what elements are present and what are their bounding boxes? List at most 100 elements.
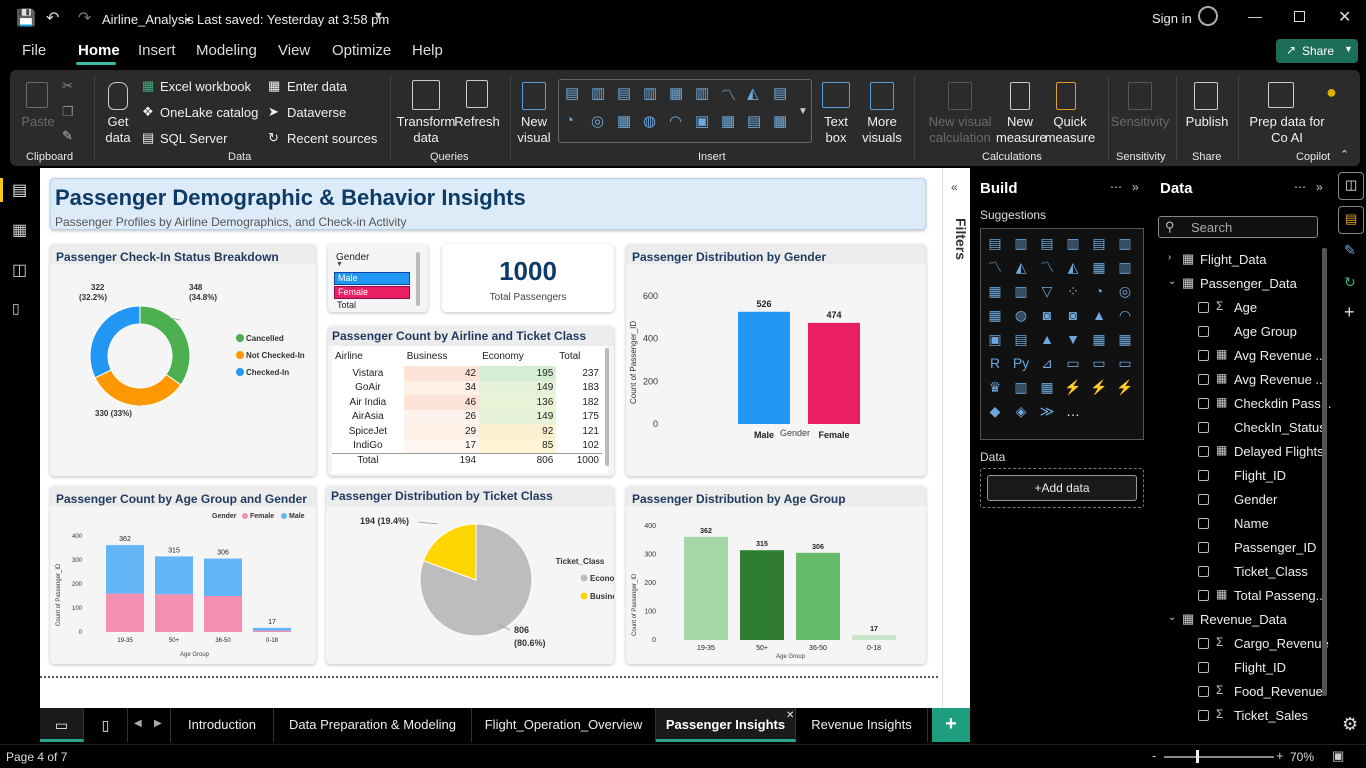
- field-item[interactable]: ▦ Total Passeng...: [1150, 584, 1336, 608]
- build-visual-icon[interactable]: ▤: [1040, 235, 1054, 251]
- gallery-visual-icon[interactable]: ◠: [669, 113, 683, 130]
- maximize-icon[interactable]: [1294, 11, 1305, 22]
- build-visual-icon[interactable]: 〽: [988, 259, 1002, 275]
- publish-button[interactable]: Publish: [1185, 114, 1229, 129]
- field-checkbox[interactable]: [1198, 638, 1209, 649]
- checkin-status-card[interactable]: Passenger Check-In Status Breakdown 322 …: [50, 244, 316, 476]
- build-visual-icon[interactable]: ▤: [1092, 235, 1106, 251]
- gallery-visual-icon[interactable]: ▦: [617, 113, 632, 130]
- gallery-visual-icon[interactable]: ▥: [643, 85, 658, 102]
- tab-introduction[interactable]: Introduction: [170, 708, 274, 742]
- new-visual-button[interactable]: New visual: [517, 114, 551, 145]
- build-visual-icon[interactable]: ▥: [1014, 283, 1028, 299]
- share-button[interactable]: ↗ Share ▼: [1276, 39, 1358, 63]
- dataverse-button[interactable]: Dataverse: [287, 105, 347, 120]
- prep-data-button[interactable]: Prep data for Co AI: [1249, 114, 1325, 145]
- copilot-icon[interactable]: ●: [1326, 82, 1337, 102]
- field-checkbox[interactable]: [1198, 494, 1209, 505]
- get-data-button[interactable]: Get data: [105, 114, 131, 145]
- menu-optimize[interactable]: Optimize: [332, 42, 392, 59]
- menu-view[interactable]: View: [278, 42, 311, 59]
- paste-button[interactable]: Paste: [21, 114, 55, 129]
- gallery-visual-icon[interactable]: ▦: [721, 113, 736, 130]
- build-visual-icon[interactable]: ◎: [1118, 283, 1132, 299]
- build-visual-icon[interactable]: …: [1066, 403, 1080, 419]
- onelake-catalog-button[interactable]: OneLake catalog: [160, 105, 259, 120]
- minimize-icon[interactable]: —: [1248, 8, 1262, 24]
- field-checkbox[interactable]: [1198, 446, 1209, 457]
- document-title[interactable]: Airline_Analysis: [102, 12, 194, 27]
- field-checkbox[interactable]: [1198, 686, 1209, 697]
- gallery-visual-icon[interactable]: ▦: [773, 113, 788, 130]
- build-visual-icon[interactable]: ♛: [988, 379, 1002, 395]
- build-collapse-icon[interactable]: »: [1132, 180, 1139, 194]
- redo-icon[interactable]: ↷: [78, 10, 92, 27]
- build-visual-icon[interactable]: ▦: [1118, 331, 1132, 347]
- menu-home[interactable]: Home: [78, 42, 120, 59]
- dax-query-view-icon[interactable]: ▯: [12, 300, 20, 316]
- field-checkbox[interactable]: [1198, 326, 1209, 337]
- field-item[interactable]: Σ Cargo_Revenue: [1150, 632, 1336, 656]
- build-visual-icon[interactable]: ⚡: [1064, 379, 1082, 395]
- field-checkbox[interactable]: [1198, 350, 1209, 361]
- field-item[interactable]: Flight_ID: [1150, 656, 1336, 680]
- gallery-visual-icon[interactable]: ▣: [695, 113, 710, 130]
- build-visual-icon[interactable]: ▣: [988, 331, 1002, 347]
- field-checkbox[interactable]: [1198, 710, 1209, 721]
- save-icon[interactable]: 💾: [16, 10, 36, 27]
- build-visual-icon[interactable]: ◈: [1015, 403, 1027, 419]
- slicer-item-female[interactable]: Female: [334, 286, 410, 299]
- build-visual-icon[interactable]: Py: [1012, 355, 1030, 371]
- field-checkbox[interactable]: [1198, 422, 1209, 433]
- field-checkbox[interactable]: [1198, 470, 1209, 481]
- build-visual-icon[interactable]: ◆: [989, 403, 1001, 419]
- matrix-header[interactable]: Airline: [335, 350, 363, 362]
- prev-page-icon[interactable]: ◀: [134, 718, 142, 729]
- field-checkbox[interactable]: [1198, 566, 1209, 577]
- gallery-visual-icon[interactable]: ▤: [617, 85, 632, 102]
- field-item[interactable]: Ticket_Class: [1150, 560, 1336, 584]
- table-flight-data[interactable]: › ▦ Flight_Data: [1150, 248, 1336, 272]
- build-visual-icon[interactable]: ◠: [1118, 307, 1132, 323]
- report-header[interactable]: Passenger Demographic & Behavior Insight…: [50, 178, 926, 230]
- field-item[interactable]: Σ Age: [1150, 296, 1336, 320]
- gallery-visual-icon[interactable]: ▤: [773, 85, 788, 102]
- menu-help[interactable]: Help: [412, 42, 443, 59]
- field-item[interactable]: Age Group: [1150, 320, 1336, 344]
- mobile-layout-tab[interactable]: ▯: [84, 708, 128, 742]
- tab-flight-operation[interactable]: Flight_Operation_Overview: [472, 708, 656, 742]
- table-revenue-data[interactable]: ⌄ ▦ Revenue_Data: [1150, 608, 1336, 632]
- build-visual-icon[interactable]: ▥: [1014, 235, 1028, 251]
- title-dropdown-icon[interactable]: ▼: [373, 10, 384, 22]
- format-icon[interactable]: ✎: [1344, 242, 1356, 258]
- matrix-header[interactable]: Economy: [482, 350, 524, 362]
- tab-revenue-insights[interactable]: Revenue Insights: [796, 708, 928, 742]
- close-tab-icon[interactable]: ✕: [786, 710, 795, 721]
- zoom-slider[interactable]: [1164, 756, 1274, 758]
- build-visual-icon[interactable]: R: [989, 355, 1001, 371]
- field-item[interactable]: Σ Food_Revenue: [1150, 680, 1336, 704]
- gender-distribution-card[interactable]: Passenger Distribution by Gender Count o…: [626, 244, 926, 476]
- collapse-ribbon-icon[interactable]: ⌃: [1340, 149, 1350, 161]
- build-visual-icon[interactable]: ▥: [1118, 235, 1132, 251]
- build-visual-icon[interactable]: ▼: [1066, 331, 1080, 347]
- text-box-button[interactable]: Text box: [824, 114, 848, 145]
- gallery-visual-icon[interactable]: ◍: [643, 113, 657, 130]
- build-visual-icon[interactable]: 〽: [1040, 259, 1054, 275]
- field-checkbox[interactable]: [1198, 590, 1209, 601]
- field-item[interactable]: ▦ Checkdin Pass...: [1150, 392, 1336, 416]
- build-more-icon[interactable]: ⋯: [1110, 180, 1122, 194]
- zoom-out-icon[interactable]: -: [1152, 748, 1157, 763]
- more-visuals-button[interactable]: More visuals: [862, 114, 902, 145]
- slicer-item-total[interactable]: Total: [337, 300, 357, 310]
- age-distribution-card[interactable]: Passenger Distribution by Age Group Coun…: [626, 486, 926, 664]
- field-item[interactable]: Passenger_ID: [1150, 536, 1336, 560]
- slicer-scrollbar[interactable]: [416, 252, 420, 306]
- field-item[interactable]: Flight_ID: [1150, 464, 1336, 488]
- field-checkbox[interactable]: [1198, 398, 1209, 409]
- field-checkbox[interactable]: [1198, 662, 1209, 673]
- data-collapse-icon[interactable]: »: [1316, 180, 1323, 194]
- build-visual-icon[interactable]: ▤: [988, 235, 1002, 251]
- build-visual-icon[interactable]: ▭: [1092, 355, 1106, 371]
- build-visual-icon[interactable]: ▥: [1014, 379, 1028, 395]
